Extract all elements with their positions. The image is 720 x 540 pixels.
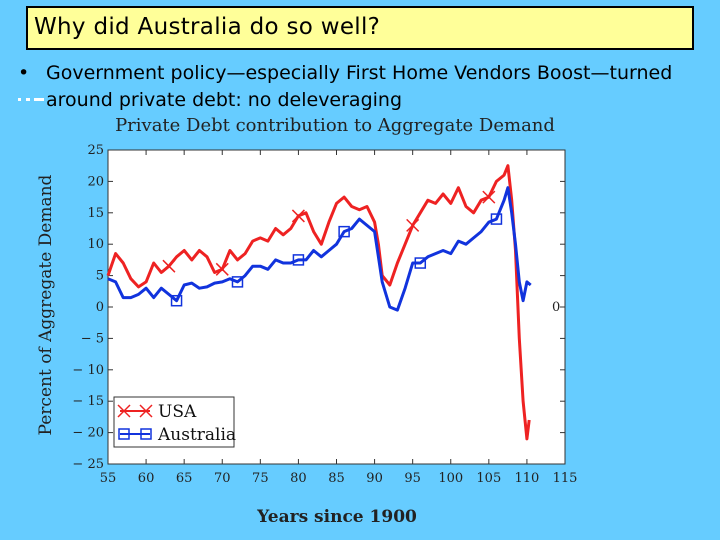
series-line-usa (106, 164, 531, 441)
series-marker-usa (215, 262, 229, 276)
series-layer (106, 164, 532, 441)
x-tick-label: 110 (515, 471, 540, 486)
x-tick-label: 70 (214, 471, 231, 486)
x-tick-label: 115 (553, 471, 578, 486)
legend-marker (118, 428, 130, 440)
series-line-australia (107, 186, 532, 312)
y-tick-label: 10 (87, 237, 104, 252)
y-axis-label: Percent of Aggregate Demand (36, 174, 56, 435)
bullet-item: Government policy—especially First Home … (46, 62, 673, 111)
chart-title: Private Debt contribution to Aggregate D… (115, 115, 555, 136)
x-tick-labels: 55 60 65 70 75 80 85 90 95 100 105 110 115 (100, 471, 578, 486)
y-tick-label: 5 (96, 269, 104, 284)
legend-label: USA (158, 402, 197, 422)
x-tick-label: 75 (252, 471, 269, 486)
legend-marker (140, 428, 152, 440)
y-tick-label: 20 (87, 174, 104, 189)
x-axis-label: Years since 1900 (256, 507, 417, 527)
y-tick-label: − 20 (72, 426, 104, 441)
y-tick-label: − 5 (81, 331, 104, 346)
legend-marker (117, 404, 131, 418)
legend-box (113, 396, 235, 448)
series-marker-australia (414, 257, 427, 269)
decorative-dash (18, 98, 44, 101)
x-tick-label: 105 (476, 471, 501, 486)
y-tick-label: 0 (96, 300, 104, 315)
slide-title: Why did Australia do so well? (26, 6, 694, 50)
legend: USA Australia (113, 396, 236, 448)
series-marker-australia (338, 225, 350, 238)
series-marker-usa (162, 259, 176, 273)
legend-items: USA Australia (117, 402, 236, 445)
x-tick-label: 55 (100, 471, 117, 486)
y-tick-labels: 25 20 15 10 5 0 − 5 − 10 − 15 − 20 − 25 (72, 143, 104, 472)
x-tick-label: 100 (438, 471, 463, 486)
series-marker-australia (292, 254, 305, 266)
legend-label: Australia (157, 425, 236, 445)
x-tick-label: 80 (290, 471, 307, 486)
series-marker-australia (170, 294, 183, 307)
series-marker-usa (482, 190, 496, 204)
bullet-marker: • (18, 62, 30, 84)
y-tick-label: 25 (87, 143, 104, 158)
series-marker-australia (490, 213, 503, 225)
series-marker-usa (406, 218, 420, 232)
series-marker-usa (291, 209, 305, 223)
x-tick-label: 90 (366, 471, 383, 486)
y-tick-label: − 15 (72, 394, 104, 409)
x-tick-label: 95 (404, 471, 421, 486)
x-tick-label: 60 (138, 471, 155, 486)
x-tick-label: 65 (176, 471, 193, 486)
legend-marker (139, 404, 153, 418)
y-tick-label: − 25 (72, 457, 104, 472)
right-axis-zero-label: 0 (552, 300, 560, 315)
y-tick-label: − 10 (72, 363, 104, 378)
series-marker-australia (231, 276, 244, 288)
x-tick-label: 85 (328, 471, 345, 486)
y-tick-label: 15 (87, 206, 104, 221)
